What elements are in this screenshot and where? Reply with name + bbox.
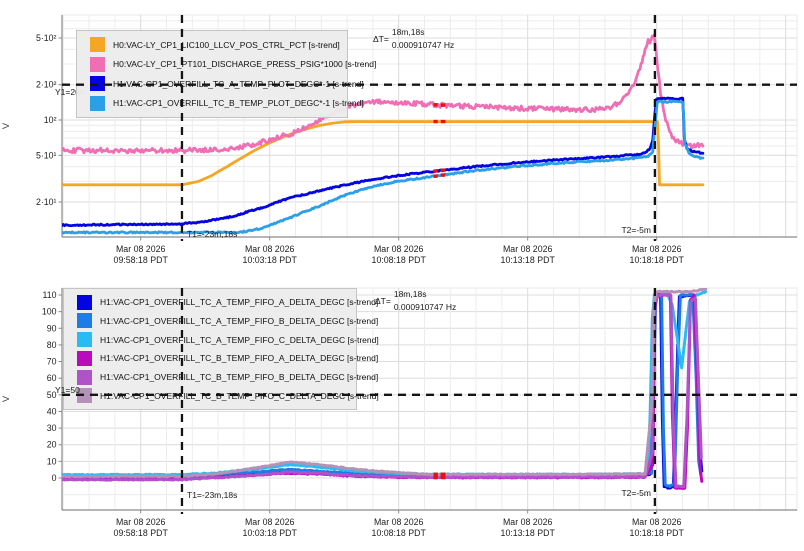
- y-tick-label: 40: [47, 406, 57, 416]
- trace-3: [62, 96, 705, 228]
- delta-t-duration: 18m,18s: [391, 27, 425, 37]
- legend-item[interactable]: H1:VAC-CP1_OVERFILL_TC_B_TEMP_FIFO_B_DEL…: [77, 369, 378, 385]
- legend-swatch: [77, 350, 92, 366]
- y-tick-label: 110: [42, 290, 56, 300]
- legend-item[interactable]: H1:VAC-CP1_OVERFILL_TC_A_TEMP_FIFO_B_DEL…: [77, 313, 378, 329]
- legend-item[interactable]: H1:VAC-CP1_OVERFILL_TC_B_TEMP_FIFO_A_DEL…: [77, 350, 378, 366]
- delta-t-annotation-bottom: ΔT= 18m,18s 0.000910747 Hz: [375, 288, 456, 314]
- y-tick-label: 90: [47, 323, 57, 333]
- x-tick-time: 09:58:18 PDT: [114, 528, 169, 538]
- legend-item[interactable]: H1:VAC-CP1_OVERFILL_TC_B_TEMP_PLOT_DEGC*…: [90, 95, 364, 111]
- legend-item[interactable]: H1:VAC-CP1_OVERFILL_TC_B_TEMP_FIFO_C_DEL…: [77, 388, 379, 404]
- trace-2: [62, 33, 705, 155]
- delta-t-frequency: 0.000910747 Hz: [393, 302, 457, 312]
- legend-item[interactable]: H1:VAC-CP1_OVERFILL_TC_A_TEMP_FIFO_A_DEL…: [77, 294, 378, 310]
- legend-swatch: [77, 313, 92, 329]
- x-tick-time: 10:18:18 PDT: [630, 255, 685, 265]
- x-tick-date: Mar 08 2026: [116, 517, 165, 527]
- legend-label: H1:VAC-CP1_OVERFILL_TC_A_TEMP_FIFO_A_DEL…: [100, 297, 379, 308]
- t1-cursor-value-bottom: T1=-23m,18s: [187, 490, 238, 500]
- y-tick-label: 5·10²: [36, 33, 57, 43]
- delta-t-duration: 18m,18s: [393, 289, 427, 299]
- legend-label: H1:VAC-CP1_OVERFILL_TC_A_TEMP_PLOT_DEGC*…: [113, 78, 364, 89]
- y-tick-label: 10: [47, 456, 57, 466]
- legend-item[interactable]: H1:VAC-CP1_OVERFILL_TC_A_TEMP_FIFO_C_DEL…: [77, 332, 379, 348]
- x-tick-date: Mar 08 2026: [632, 244, 681, 254]
- legend-label: H1:VAC-CP1_OVERFILL_TC_B_TEMP_FIFO_A_DEL…: [100, 353, 379, 364]
- y-tick-label: 2·10²: [36, 80, 57, 90]
- y-tick-label: 5·10¹: [36, 150, 57, 160]
- legend-swatch: [90, 95, 105, 111]
- y-tick-label: 30: [47, 423, 57, 433]
- top-chart-legend: H0:VAC-LY_CP1_LIC100_LLCV_POS_CTRL_PCT […: [76, 30, 376, 118]
- y-tick-label: 20: [47, 440, 57, 450]
- x-tick-time: 10:13:18 PDT: [501, 528, 556, 538]
- x-tick-date: Mar 08 2026: [503, 244, 552, 254]
- legend-item[interactable]: H1:VAC-CP1_OVERFILL_TC_A_TEMP_PLOT_DEGC*…: [90, 76, 364, 92]
- x-tick-date: Mar 08 2026: [374, 244, 423, 254]
- y-tick-label: 100: [42, 307, 57, 317]
- x-tick-time: 09:58:18 PDT: [114, 255, 169, 265]
- y-tick-label: 0: [52, 473, 57, 483]
- y-tick-label: 60: [47, 373, 57, 383]
- trace-4: [62, 99, 705, 235]
- legend-swatch: [90, 76, 105, 92]
- trace-1: [62, 120, 705, 187]
- x-tick-time: 10:08:18 PDT: [372, 255, 427, 265]
- delta-t-annotation-top: ΔT= 18m,18s 0.000910747 Hz: [373, 26, 454, 52]
- trace-5: [62, 293, 703, 489]
- bottom-chart-legend: H1:VAC-CP1_OVERFILL_TC_A_TEMP_FIFO_A_DEL…: [63, 288, 379, 410]
- trace-6: [62, 288, 708, 479]
- delta-t-frequency: 0.000910747 Hz: [391, 40, 455, 50]
- y1-cursor-value-top: Y1=200: [55, 87, 85, 97]
- x-tick-time: 10:03:18 PDT: [243, 255, 298, 265]
- y-tick-label: 50: [47, 390, 57, 400]
- legend-label: H1:VAC-CP1_OVERFILL_TC_B_TEMP_FIFO_B_DEL…: [100, 372, 379, 383]
- x-tick-time: 10:03:18 PDT: [243, 528, 298, 538]
- legend-swatch: [90, 56, 105, 72]
- legend-swatch: [77, 369, 92, 385]
- legend-label: H1:VAC-CP1_OVERFILL_TC_B_TEMP_FIFO_C_DEL…: [100, 390, 379, 401]
- legend-item[interactable]: H0:VAC-LY_CP1_PT101_DISCHARGE_PRESS_PSIG…: [90, 56, 376, 72]
- legend-swatch: [77, 294, 92, 310]
- x-tick-date: Mar 08 2026: [503, 517, 552, 527]
- y1-cursor-value-bottom: Y1=50: [55, 385, 80, 395]
- legend-swatch: [77, 332, 92, 348]
- x-tick-date: Mar 08 2026: [116, 244, 165, 254]
- y-axis-title: V: [1, 122, 12, 129]
- y-tick-label: 70: [47, 357, 57, 367]
- legend-label: H1:VAC-CP1_OVERFILL_TC_B_TEMP_PLOT_DEGC*…: [113, 98, 364, 109]
- top-series: [62, 33, 705, 235]
- t1-cursor-value-top: T1=-23m,18s: [187, 229, 238, 239]
- legend-item[interactable]: H0:VAC-LY_CP1_LIC100_LLCV_POS_CTRL_PCT […: [90, 37, 343, 53]
- x-tick-time: 10:08:18 PDT: [372, 528, 427, 538]
- y-tick-label: 2·10¹: [36, 197, 57, 207]
- y-tick-label: 80: [47, 340, 57, 350]
- t2-cursor-value-bottom: T2=-5m: [621, 488, 651, 498]
- legend-label: H1:VAC-CP1_OVERFILL_TC_A_TEMP_FIFO_B_DEL…: [100, 315, 379, 326]
- x-tick-time: 10:13:18 PDT: [501, 255, 556, 265]
- x-tick-date: Mar 08 2026: [245, 244, 294, 254]
- x-tick-date: Mar 08 2026: [245, 517, 294, 527]
- y-axis-title: V: [1, 395, 12, 402]
- x-tick-date: Mar 08 2026: [632, 517, 681, 527]
- delta-t-label: ΔT=: [373, 34, 389, 44]
- bottom-series: [62, 288, 708, 490]
- y-tick-label: 10²: [44, 115, 57, 125]
- legend-label: H0:VAC-LY_CP1_LIC100_LLCV_POS_CTRL_PCT […: [113, 39, 340, 50]
- x-tick-date: Mar 08 2026: [374, 517, 423, 527]
- t2-cursor-value-top: T2=-5m: [621, 225, 651, 235]
- legend-label: H1:VAC-CP1_OVERFILL_TC_A_TEMP_FIFO_C_DEL…: [100, 334, 379, 345]
- x-tick-time: 10:18:18 PDT: [630, 528, 685, 538]
- delta-t-label: ΔT=: [375, 296, 391, 306]
- legend-label: H0:VAC-LY_CP1_PT101_DISCHARGE_PRESS_PSIG…: [113, 59, 377, 70]
- legend-swatch: [90, 37, 105, 53]
